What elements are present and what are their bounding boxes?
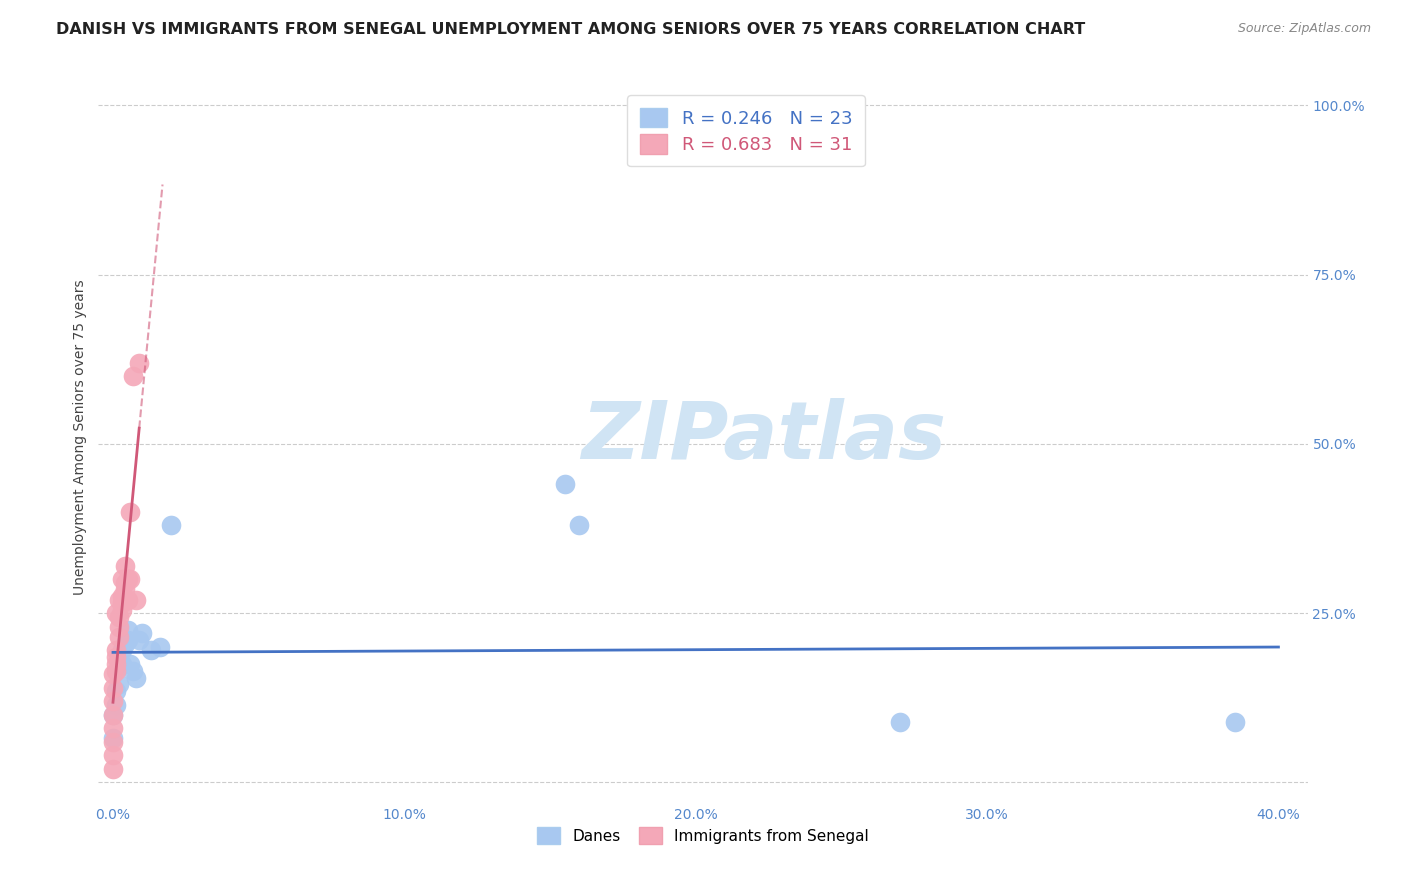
- Legend: Danes, Immigrants from Senegal: Danes, Immigrants from Senegal: [531, 822, 875, 850]
- Text: Source: ZipAtlas.com: Source: ZipAtlas.com: [1237, 22, 1371, 36]
- Point: [114, 582, 136, 597]
- Point: [111, 657, 134, 671]
- Point: [104, 698, 127, 712]
- Point: [117, 592, 139, 607]
- Point: [104, 606, 127, 620]
- Point: [149, 640, 172, 654]
- Point: [101, 721, 124, 735]
- Point: [160, 518, 183, 533]
- Point: [111, 596, 134, 610]
- Point: [101, 735, 124, 749]
- Point: [114, 637, 136, 651]
- Point: [101, 731, 124, 746]
- Point: [104, 664, 127, 678]
- Point: [111, 589, 134, 603]
- Point: [101, 707, 124, 722]
- Point: [111, 603, 134, 617]
- Point: [128, 355, 150, 369]
- Point: [1223, 714, 1246, 729]
- Point: [131, 626, 153, 640]
- Y-axis label: Unemployment Among Seniors over 75 years: Unemployment Among Seniors over 75 years: [73, 279, 87, 595]
- Point: [101, 748, 124, 763]
- Point: [101, 667, 124, 681]
- Point: [120, 505, 142, 519]
- Point: [108, 630, 131, 644]
- Point: [114, 575, 136, 590]
- Point: [128, 633, 150, 648]
- Point: [108, 677, 131, 691]
- Point: [104, 657, 127, 671]
- Text: ZIPatlas: ZIPatlas: [581, 398, 946, 476]
- Point: [125, 671, 148, 685]
- Point: [104, 650, 127, 665]
- Point: [114, 558, 136, 573]
- Point: [108, 609, 131, 624]
- Point: [120, 657, 142, 671]
- Point: [111, 643, 134, 657]
- Point: [108, 660, 131, 674]
- Point: [568, 518, 591, 533]
- Point: [108, 592, 131, 607]
- Point: [889, 714, 911, 729]
- Point: [122, 369, 145, 384]
- Point: [554, 477, 576, 491]
- Point: [117, 572, 139, 586]
- Point: [122, 664, 145, 678]
- Point: [139, 643, 162, 657]
- Text: DANISH VS IMMIGRANTS FROM SENEGAL UNEMPLOYMENT AMONG SENIORS OVER 75 YEARS CORRE: DANISH VS IMMIGRANTS FROM SENEGAL UNEMPL…: [56, 22, 1085, 37]
- Point: [111, 572, 134, 586]
- Point: [101, 681, 124, 695]
- Point: [101, 694, 124, 708]
- Point: [117, 633, 139, 648]
- Point: [104, 684, 127, 698]
- Point: [108, 620, 131, 634]
- Point: [104, 643, 127, 657]
- Point: [120, 572, 142, 586]
- Point: [117, 623, 139, 637]
- Point: [101, 762, 124, 776]
- Point: [125, 592, 148, 607]
- Point: [101, 707, 124, 722]
